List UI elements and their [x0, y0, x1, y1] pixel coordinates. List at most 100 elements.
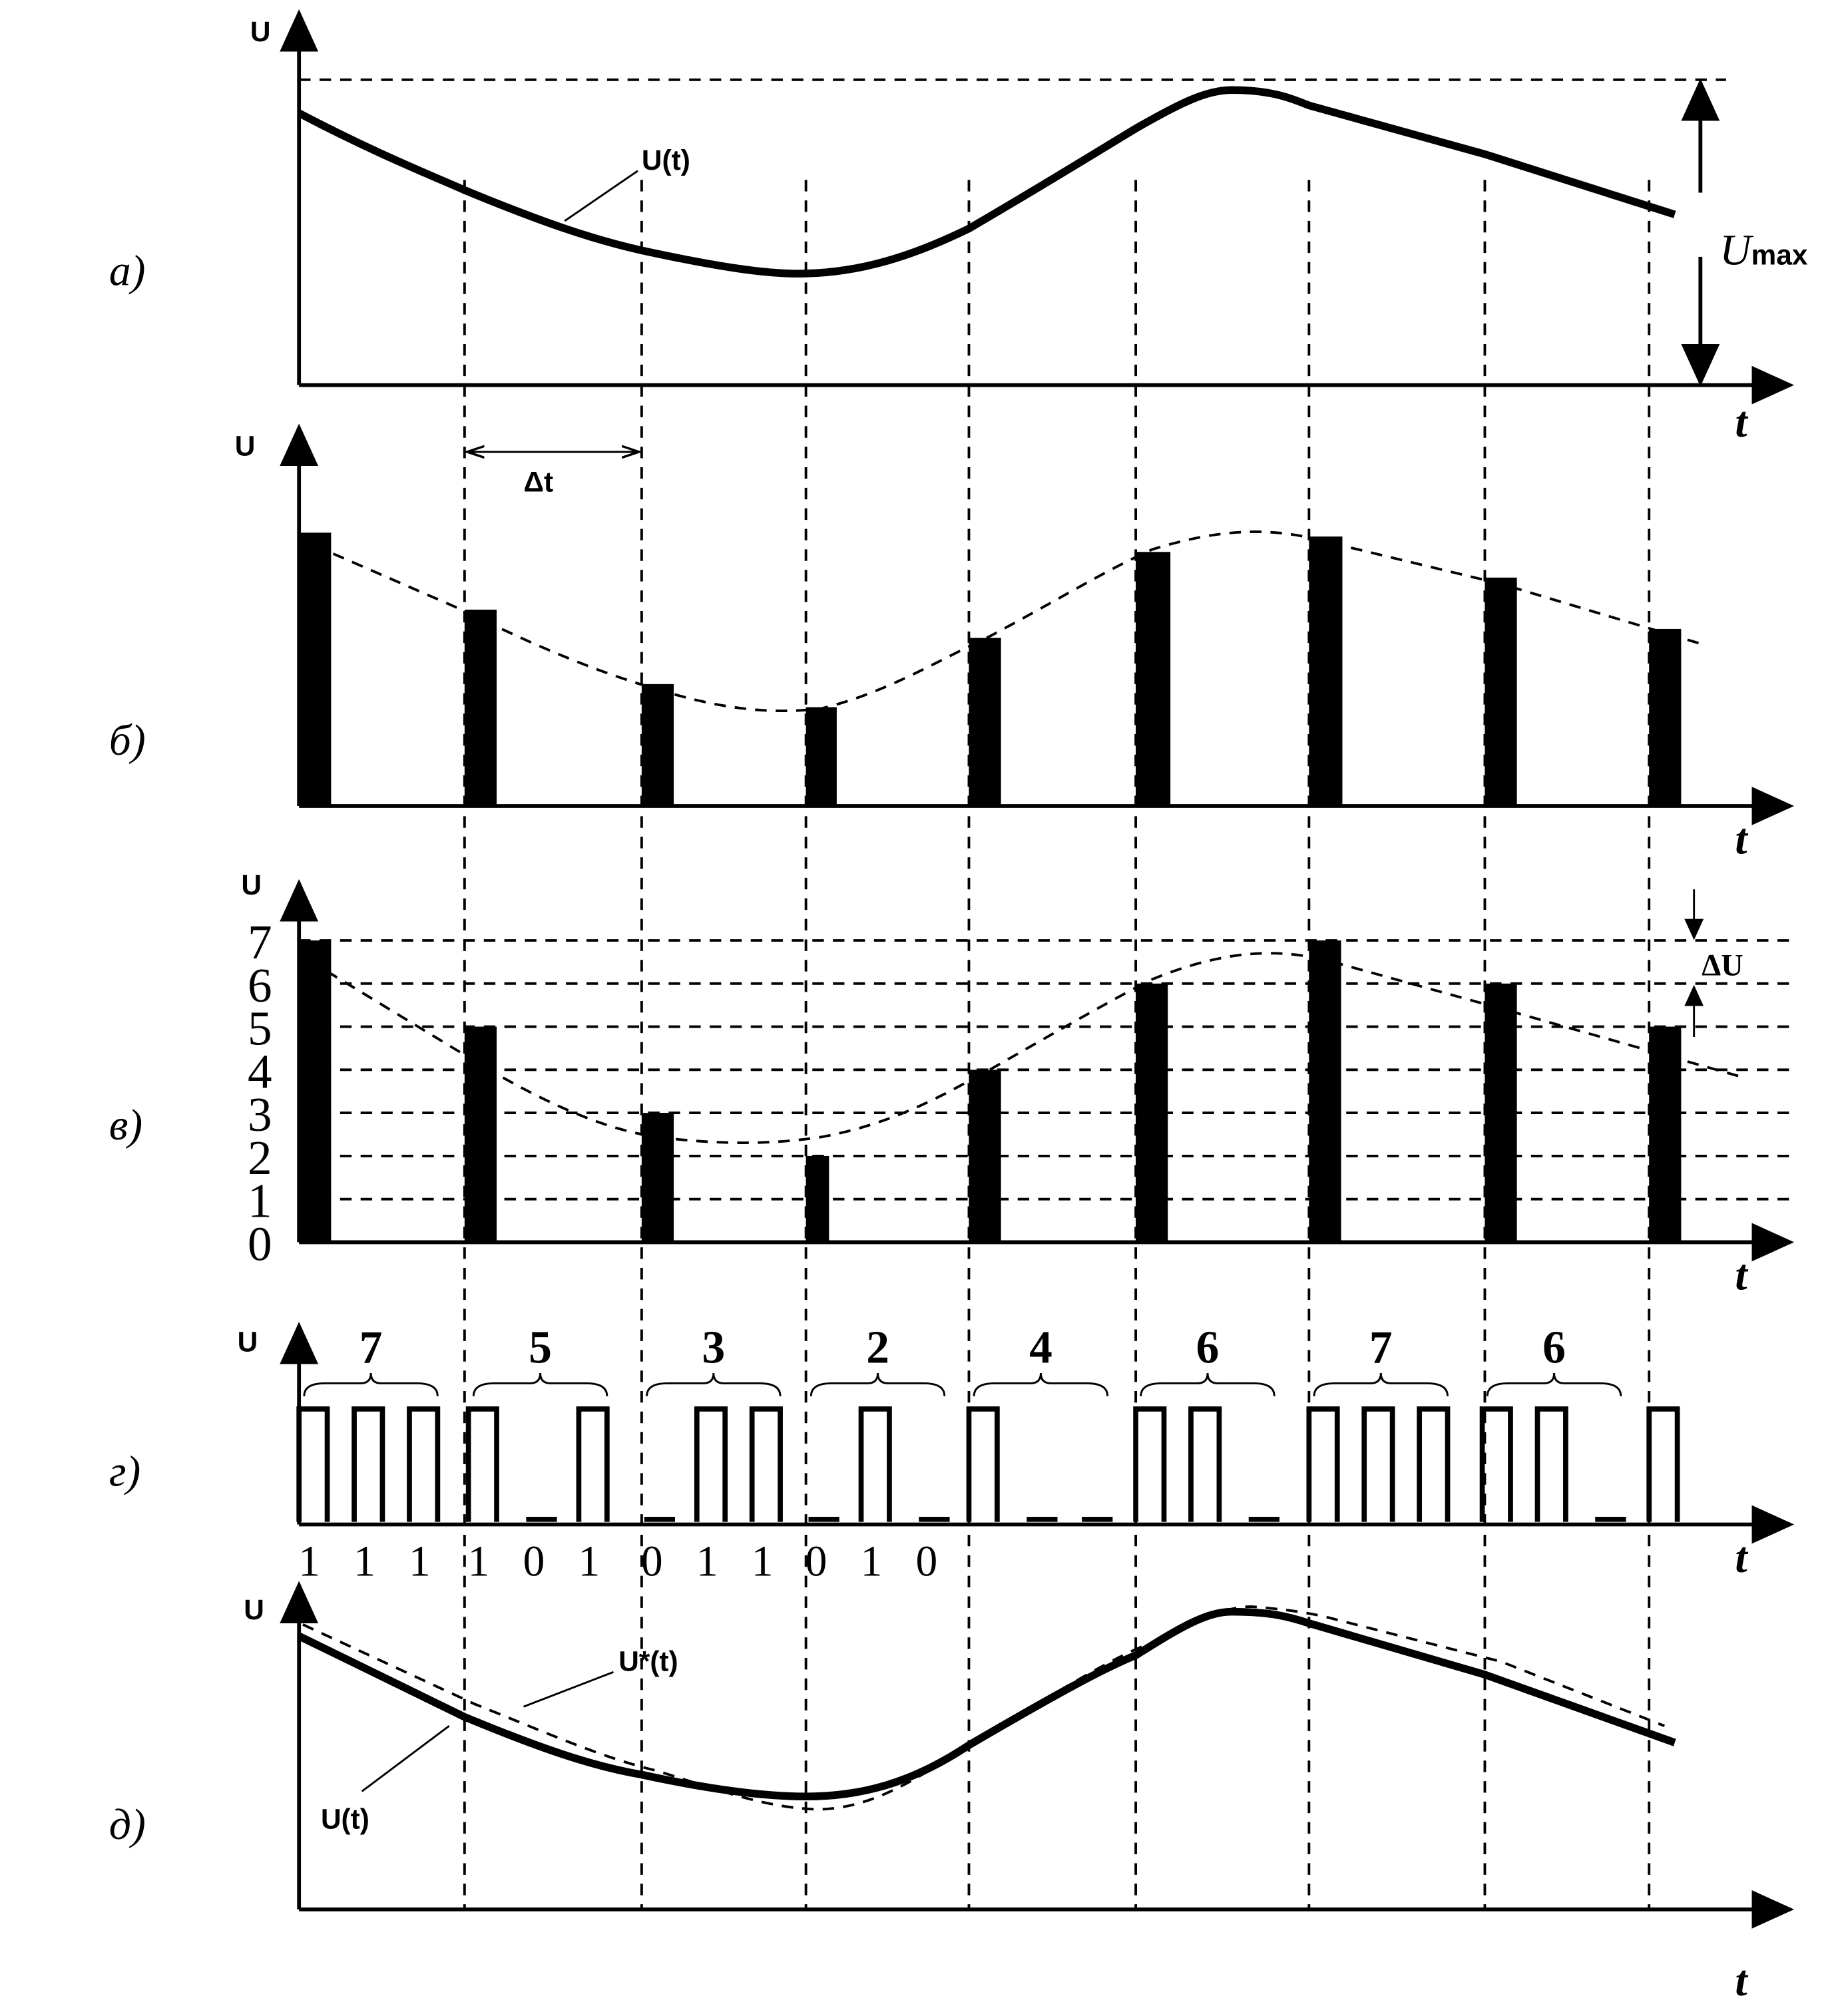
bit-label: 1 [578, 1538, 600, 1586]
restored-curve [302, 1605, 1666, 1811]
leader [523, 1671, 614, 1708]
brace [1313, 1372, 1449, 1396]
pulse [576, 1406, 610, 1522]
bit-label: 1 [752, 1538, 774, 1586]
code-label: 3 [702, 1322, 725, 1374]
level-label: 5 [248, 1002, 272, 1056]
x-label: t [1735, 1252, 1748, 1300]
signal-curve [297, 86, 1676, 278]
du-label: ΔU [1702, 948, 1743, 982]
y-label: U [250, 16, 271, 47]
quantized-bar [464, 1026, 497, 1243]
y-label: U [244, 1594, 264, 1625]
pulse [858, 1406, 892, 1522]
bit-label: 0 [915, 1538, 937, 1586]
pulse [749, 1406, 783, 1522]
code-label: 7 [359, 1322, 383, 1374]
pulse [1188, 1406, 1222, 1522]
y-label: U [235, 431, 256, 462]
leader [361, 1725, 450, 1792]
quantized-bar [1309, 940, 1341, 1243]
curve-label: U(t) [642, 144, 690, 176]
level-label: 0 [248, 1217, 272, 1271]
level-label: 3 [248, 1088, 272, 1141]
level-label: 4 [248, 1044, 272, 1098]
code-label: 4 [1029, 1322, 1052, 1374]
pulse [1479, 1406, 1513, 1522]
sample-bar [806, 707, 837, 806]
panel-letter: а) [109, 247, 146, 295]
brace [973, 1372, 1109, 1396]
bit-label: 0 [641, 1538, 663, 1586]
panel-d: U t г) 7 5 3 2 4 6 7 61 1 1 1 0 1 0 1 1 0 1 0 [109, 1321, 1795, 1586]
level-label: 6 [248, 958, 272, 1012]
envelope [326, 952, 1746, 1144]
quantized-bar [1485, 983, 1517, 1243]
level-label: 7 [248, 915, 272, 969]
max-label: Umax [1720, 226, 1808, 274]
level-label: 1 [248, 1174, 272, 1228]
code-label: 2 [866, 1322, 889, 1374]
quantized-bar [299, 940, 332, 1243]
quantized-bar [641, 1113, 674, 1243]
sample-bar [1649, 628, 1682, 806]
brace [1486, 1372, 1622, 1396]
brace [646, 1372, 782, 1396]
code-label: 5 [529, 1322, 552, 1374]
sample-bar [1485, 577, 1517, 806]
x-label: t [1735, 1534, 1748, 1582]
bit-label: 0 [806, 1538, 827, 1586]
quantized-bar [969, 1070, 1001, 1243]
pulse [1646, 1406, 1680, 1522]
y-label: U [241, 869, 262, 901]
bit-label: 1 [409, 1538, 431, 1586]
bit-label: 1 [696, 1538, 718, 1586]
dt-label: Δt [524, 467, 554, 498]
pulse [1133, 1406, 1167, 1522]
bit-label: 0 [523, 1538, 545, 1586]
bit-label: 1 [861, 1538, 883, 1586]
pulse [966, 1406, 1000, 1522]
panel-letter: в) [109, 1101, 142, 1149]
pulse [1361, 1406, 1395, 1522]
x-label: t [1735, 1957, 1748, 2002]
panel-letter: д) [109, 1801, 146, 1849]
pulse [1534, 1406, 1568, 1522]
curve-label: U(t) [321, 1803, 369, 1834]
brace [809, 1372, 946, 1396]
brace [303, 1372, 439, 1396]
pulse [351, 1406, 385, 1522]
bit-label: 1 [468, 1538, 490, 1586]
sample-bar [969, 638, 1001, 806]
sample-bar [299, 532, 332, 806]
panel-b: Δt U t б) [109, 423, 1795, 863]
sample-bar [641, 684, 674, 806]
panel-e: U*(t) U(t) U t д) [109, 1581, 1795, 2002]
x-label: t [1735, 815, 1748, 863]
sample-bar [1136, 552, 1171, 806]
quantized-bar [1136, 983, 1168, 1243]
panel-letter: б) [109, 717, 146, 765]
code-label: 7 [1369, 1322, 1393, 1374]
bit-label: 1 [298, 1538, 320, 1586]
brace [472, 1372, 608, 1396]
panel-letter: г) [109, 1448, 140, 1496]
envelope [314, 530, 1708, 713]
pulse [694, 1406, 728, 1522]
y-label: U [238, 1326, 258, 1357]
restored-label: U*(t) [618, 1645, 678, 1677]
panel-a: U(t) U t Umax а) [109, 9, 1808, 447]
pulse [465, 1406, 499, 1522]
signal-curve [297, 1607, 1676, 1801]
samples [299, 532, 1682, 806]
pulse [1306, 1406, 1340, 1522]
pulse [296, 1406, 330, 1522]
level-label: 2 [248, 1131, 272, 1185]
sample-bar [1309, 536, 1343, 806]
quantized-bar [806, 1155, 829, 1243]
quantized-bar [1649, 1026, 1682, 1243]
max-sub: max [1751, 239, 1808, 270]
x-label: t [1735, 399, 1748, 447]
